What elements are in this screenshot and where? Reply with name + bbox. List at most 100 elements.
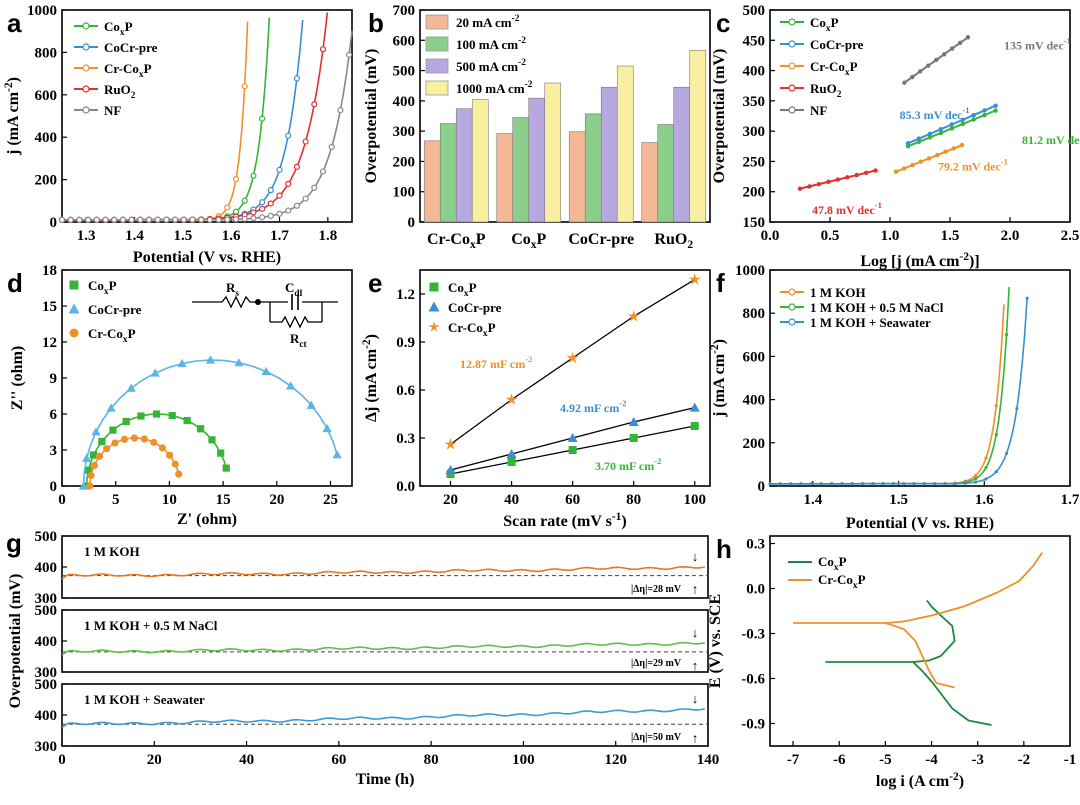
data-point <box>267 187 274 194</box>
resistor-rct <box>270 315 322 329</box>
data-point <box>319 168 327 175</box>
y-tick-label: 400 <box>35 634 58 650</box>
data-point <box>974 477 978 481</box>
y-tick-label: 600 <box>743 349 766 365</box>
data-point <box>807 184 812 189</box>
y-tick-label: 0.0 <box>746 582 765 598</box>
y-tick-label: 400 <box>743 64 766 80</box>
y-tick-label: 200 <box>35 173 58 189</box>
data-point <box>109 426 117 434</box>
stability-curve-1 M KOH + 0.5 M NaCl <box>61 641 705 656</box>
data-point <box>206 216 213 223</box>
y-tick-label: 3 <box>50 443 58 459</box>
legend-marker <box>788 84 796 92</box>
text-part: Co <box>810 15 826 30</box>
y-tick-label: 800 <box>35 45 58 61</box>
text-part: Log [j (mA cm <box>860 253 960 270</box>
legend-marker <box>82 43 90 51</box>
plot-frame <box>61 9 353 223</box>
slope-annotation: 81.2 mV dec-1​ <box>1022 130 1080 147</box>
data-point <box>180 216 187 223</box>
legend-entry: 100 mA cm-2​ <box>456 36 526 52</box>
x-tick-label: 25 <box>323 492 338 508</box>
text-part: 3.70 mF cm <box>595 459 654 473</box>
y-tick-label: 0 <box>758 479 766 495</box>
y-tick-label: 500 <box>35 529 58 545</box>
legend-entry: Cr-Cox​P <box>88 326 136 345</box>
text-part: Cr- <box>818 572 837 587</box>
text-part: 500 mA cm <box>456 59 518 74</box>
text-part: 1 M KOH + 0.5 M NaCl <box>84 618 218 633</box>
data-point <box>319 46 327 53</box>
data-point <box>949 46 955 51</box>
data-point <box>567 433 578 442</box>
data-point <box>689 402 700 412</box>
data-point <box>850 482 854 486</box>
data-point <box>177 358 187 368</box>
subscript: x <box>826 24 831 34</box>
data-point <box>189 216 196 223</box>
category-label: Cr-Cox​P <box>427 231 486 251</box>
data-point <box>89 451 98 459</box>
text-part: 12.87 mF cm <box>460 357 525 371</box>
legend-swatch <box>425 36 449 52</box>
text-part: RuO <box>810 81 837 96</box>
data-point <box>566 351 579 364</box>
subscript: ct <box>299 340 307 350</box>
y-tick-label: 700 <box>393 3 416 19</box>
data-point <box>137 216 144 223</box>
text-part: CoCr-pre <box>448 300 502 315</box>
data-point <box>905 141 911 146</box>
data-point <box>993 103 998 108</box>
superscript: -2 <box>518 58 526 68</box>
text-part: CoCr-pre <box>104 40 158 55</box>
y-tick-label: 150 <box>743 215 766 231</box>
data-point <box>1004 333 1009 337</box>
data-point <box>873 168 878 173</box>
text-part: RuO <box>104 82 131 97</box>
legend-marker <box>82 85 90 93</box>
text-part: Co <box>88 278 104 293</box>
fit-curve-Cr-CoxP <box>89 437 180 487</box>
panel-f: 1.4 1.5 1.6 1.7 0 200 400 600 800 1000 Potential (… <box>709 263 1080 532</box>
data-point <box>912 482 916 486</box>
data-point <box>175 470 183 478</box>
subplot-2: 300 400 500 1 M KOH + Seawater |Δη|=50 mV ↓ ↑ <box>35 677 709 755</box>
data-point <box>311 184 318 191</box>
data-point <box>285 180 292 188</box>
tafel-curve-Cr-CoxP <box>885 622 955 689</box>
x-tick-label: -5 <box>879 752 892 768</box>
bar-20 mA cm-2 <box>496 133 514 223</box>
legend-entry: RuO2​ <box>104 82 136 101</box>
subscript: 2 <box>687 239 693 251</box>
data-point <box>293 202 300 209</box>
x-tick-label: 20 <box>269 492 284 508</box>
data-point <box>949 126 954 131</box>
data-point <box>927 131 933 137</box>
text-part: Potential (V vs. RHE) <box>846 515 994 532</box>
x-tick-label: 0 <box>58 492 66 508</box>
legend-entry: CoCr-pre <box>104 40 158 55</box>
text-part: 81.2 mV dec <box>1022 133 1080 147</box>
data-point <box>957 40 963 46</box>
subscript: x <box>531 239 537 251</box>
text-part: Co <box>467 320 483 335</box>
legend-entry: 1000 mA cm-2​ <box>456 80 533 96</box>
y-tick-label: 15 <box>42 299 57 315</box>
data-point <box>259 199 266 206</box>
bar-1000 mA cm-2 <box>544 82 562 223</box>
data-point <box>905 144 911 149</box>
plot-frame <box>61 535 709 599</box>
text-part: CoCr-pre <box>88 302 142 317</box>
y-tick-label: 12 <box>42 335 57 351</box>
text-part: ) <box>959 773 964 790</box>
panel-label-c: c <box>716 8 730 38</box>
tafel-curve-Cr-CoxP <box>793 551 1044 624</box>
slope-annotation: 4.92 mF cm-2​ <box>560 398 626 415</box>
subplot-0: 300 400 500 1 M KOH |Δη|=28 mV ↓ ↑ <box>35 529 709 607</box>
legend-marker <box>788 303 796 311</box>
data-point <box>111 216 118 223</box>
y-tick-label: 500 <box>35 603 58 619</box>
y-tick-label: 600 <box>393 33 416 49</box>
data-point <box>871 482 875 486</box>
